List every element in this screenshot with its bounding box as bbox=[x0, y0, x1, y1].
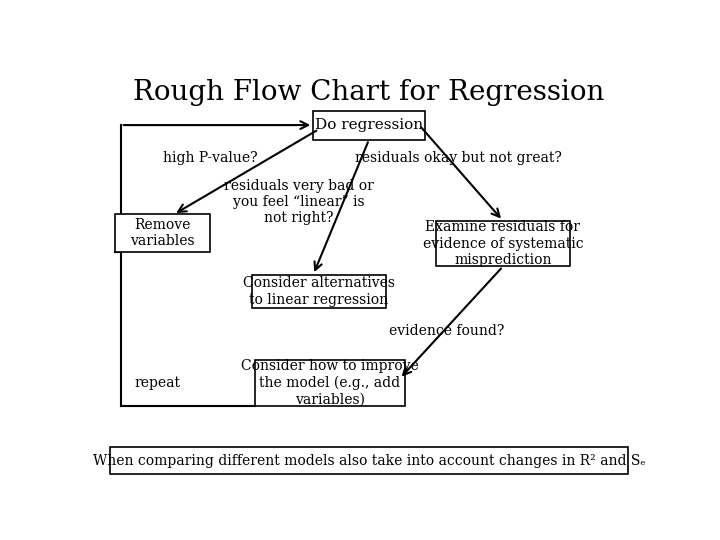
Text: When comparing different models also take into account changes in R² and Sₑ: When comparing different models also tak… bbox=[93, 454, 645, 468]
Text: Consider how to improve
the model (e.g., add
variables): Consider how to improve the model (e.g.,… bbox=[241, 360, 419, 406]
FancyBboxPatch shape bbox=[115, 214, 210, 252]
Text: Examine residuals for
evidence of systematic
misprediction: Examine residuals for evidence of system… bbox=[423, 220, 583, 267]
Text: evidence found?: evidence found? bbox=[390, 324, 505, 338]
FancyBboxPatch shape bbox=[436, 221, 570, 266]
Text: high P-value?: high P-value? bbox=[163, 151, 257, 165]
FancyBboxPatch shape bbox=[109, 447, 629, 474]
Text: residuals okay but not great?: residuals okay but not great? bbox=[355, 151, 562, 165]
FancyBboxPatch shape bbox=[255, 360, 405, 406]
Text: Consider alternatives
to linear regression: Consider alternatives to linear regressi… bbox=[243, 276, 395, 307]
Text: residuals very bad or
you feel “linear” is
not right?: residuals very bad or you feel “linear” … bbox=[225, 179, 374, 225]
Text: repeat: repeat bbox=[134, 376, 180, 390]
Text: Rough Flow Chart for Regression: Rough Flow Chart for Regression bbox=[133, 79, 605, 106]
Text: Remove
variables: Remove variables bbox=[130, 218, 195, 248]
FancyBboxPatch shape bbox=[252, 275, 386, 308]
FancyBboxPatch shape bbox=[313, 111, 425, 140]
Text: Do regression: Do regression bbox=[315, 118, 423, 132]
